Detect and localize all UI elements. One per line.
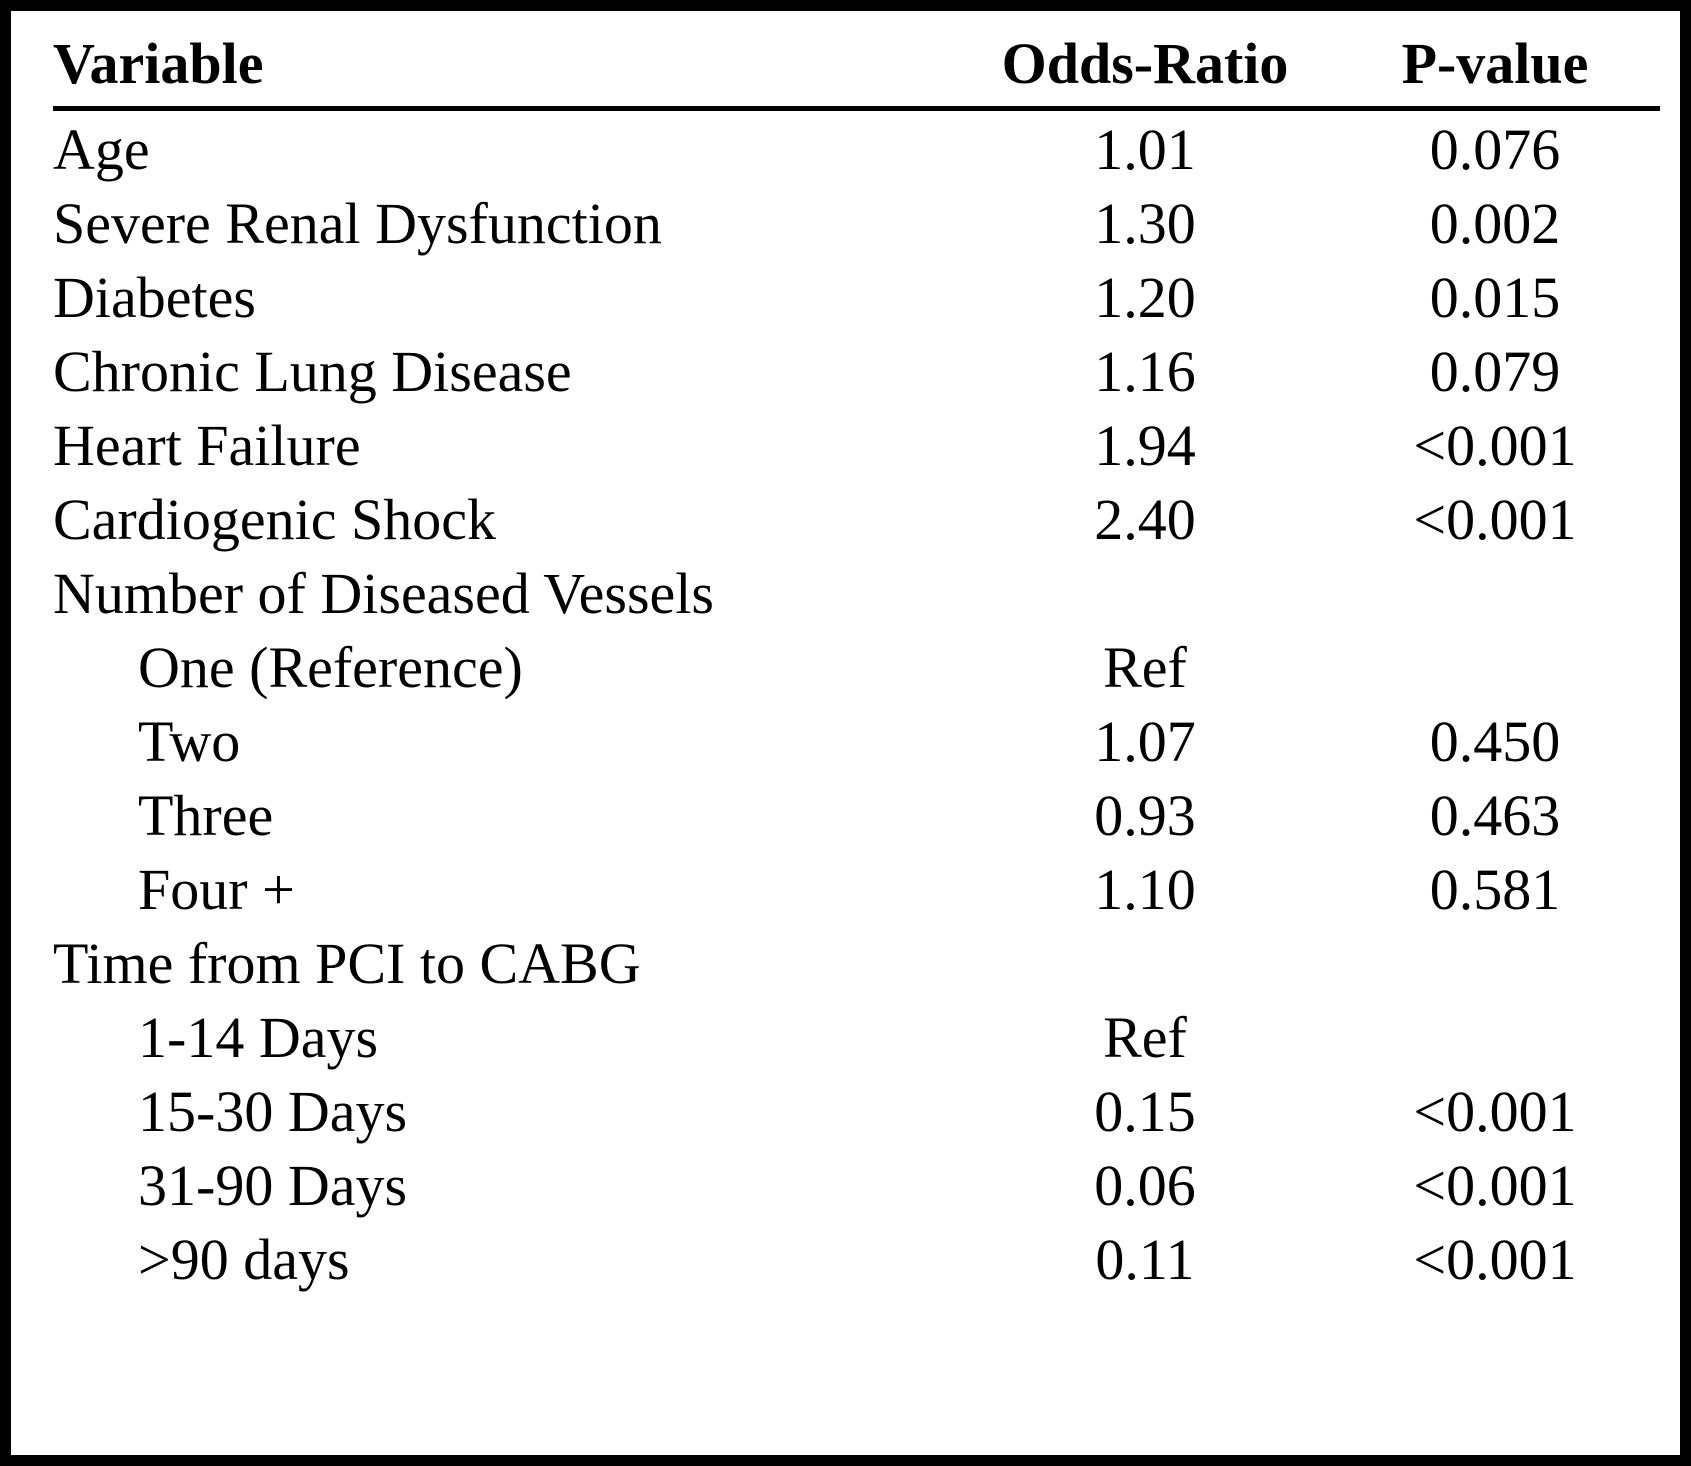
column-header-variable: Variable	[53, 31, 264, 96]
table-row: >90 days 0.11 <0.001	[53, 1223, 1660, 1297]
variable-cell: Four +	[138, 857, 295, 922]
table-body: Age 1.01 0.076 Severe Renal Dysfunction 1.30…	[53, 113, 1660, 1297]
odds-ratio-cell: 1.10	[1094, 857, 1196, 922]
odds-ratio-cell: 1.20	[1094, 265, 1196, 330]
table-row: Severe Renal Dysfunction 1.30 0.002	[53, 187, 1660, 261]
p-value-cell	[1330, 557, 1660, 631]
variable-cell: 31-90 Days	[138, 1153, 408, 1218]
table-row: Two 1.07 0.450	[53, 705, 1660, 779]
p-value-cell: <0.001	[1413, 1227, 1577, 1292]
variable-cell: 15-30 Days	[138, 1079, 408, 1144]
table-row: Three 0.93 0.463	[53, 779, 1660, 853]
variable-cell: Cardiogenic Shock	[53, 487, 496, 552]
table-row: Number of Diseased Vessels	[53, 557, 1660, 631]
table-row: 15-30 Days 0.15 <0.001	[53, 1075, 1660, 1149]
table-row: Age 1.01 0.076	[53, 113, 1660, 187]
table-row: 31-90 Days 0.06 <0.001	[53, 1149, 1660, 1223]
variable-cell: Two	[138, 709, 241, 774]
p-value-cell: 0.450	[1429, 709, 1561, 774]
variable-cell: Heart Failure	[53, 413, 361, 478]
variable-cell: Chronic Lung Disease	[53, 339, 572, 404]
p-value-cell: 0.015	[1429, 265, 1561, 330]
p-value-cell: <0.001	[1413, 1153, 1577, 1218]
p-value-cell: 0.463	[1429, 783, 1561, 848]
odds-ratio-cell: Ref	[1103, 635, 1187, 700]
table-row: Chronic Lung Disease 1.16 0.079	[53, 335, 1660, 409]
odds-ratio-cell: 1.94	[1094, 413, 1196, 478]
variable-cell: Severe Renal Dysfunction	[53, 191, 662, 256]
table-row: Time from PCI to CABG	[53, 927, 1660, 1001]
table-row: 1-14 Days Ref	[53, 1001, 1660, 1075]
column-header-p-value: P-value	[1401, 31, 1589, 96]
table-row: Heart Failure 1.94 <0.001	[53, 409, 1660, 483]
p-value-cell: <0.001	[1413, 487, 1577, 552]
variable-cell: Number of Diseased Vessels	[53, 561, 714, 626]
p-value-cell	[1330, 631, 1660, 705]
odds-ratio-cell: 2.40	[1094, 487, 1196, 552]
odds-ratio-cell	[960, 557, 1330, 631]
table-row: Diabetes 1.20 0.015	[53, 261, 1660, 335]
p-value-cell	[1330, 1001, 1660, 1075]
p-value-cell	[1330, 927, 1660, 1001]
table-header-row: Variable Odds-Ratio P-value	[53, 27, 1660, 111]
p-value-cell: 0.581	[1429, 857, 1561, 922]
odds-ratio-table: Variable Odds-Ratio P-value Age 1.01 0.076…	[53, 27, 1660, 1297]
odds-ratio-cell: 0.06	[1094, 1153, 1196, 1218]
variable-cell: Age	[53, 117, 150, 182]
variable-cell: 1-14 Days	[138, 1005, 379, 1070]
variable-cell: >90 days	[138, 1227, 350, 1292]
table-row: One (Reference) Ref	[53, 631, 1660, 705]
p-value-cell: 0.076	[1429, 117, 1561, 182]
odds-ratio-cell: 0.93	[1094, 783, 1196, 848]
odds-ratio-cell: 1.30	[1094, 191, 1196, 256]
variable-cell: Three	[138, 783, 274, 848]
variable-cell: One (Reference)	[138, 635, 523, 700]
odds-ratio-cell: Ref	[1103, 1005, 1187, 1070]
table-row: Four + 1.10 0.581	[53, 853, 1660, 927]
p-value-cell: 0.079	[1429, 339, 1561, 404]
variable-cell: Diabetes	[53, 265, 256, 330]
odds-ratio-cell: 1.16	[1094, 339, 1196, 404]
variable-cell: Time from PCI to CABG	[53, 931, 641, 996]
odds-ratio-cell: 1.01	[1094, 117, 1196, 182]
table-row: Cardiogenic Shock 2.40 <0.001	[53, 483, 1660, 557]
odds-ratio-cell: 0.11	[1095, 1227, 1195, 1292]
odds-ratio-cell: 1.07	[1094, 709, 1196, 774]
p-value-cell: <0.001	[1413, 413, 1577, 478]
odds-ratio-cell	[960, 927, 1330, 1001]
p-value-cell: 0.002	[1429, 191, 1561, 256]
p-value-cell: <0.001	[1413, 1079, 1577, 1144]
column-header-odds-ratio: Odds-Ratio	[1001, 31, 1289, 96]
odds-ratio-cell: 0.15	[1094, 1079, 1196, 1144]
